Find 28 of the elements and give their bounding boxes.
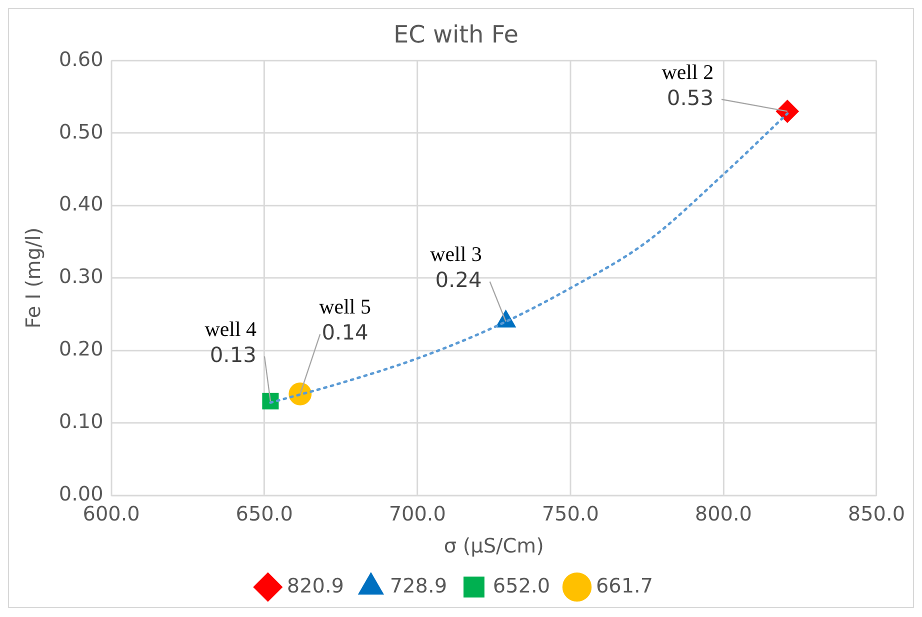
annotation: well 3 <box>430 242 482 266</box>
x-tick-label: 850.0 <box>848 502 906 526</box>
x-axis-title: σ (μS/Cm) <box>444 533 544 558</box>
annotation: well 5 <box>319 294 371 319</box>
chart-title: EC with Fe <box>394 20 519 49</box>
y-tick-label: 0.50 <box>58 119 104 144</box>
x-tick-label: 650.0 <box>236 502 293 526</box>
legend-label: 661.7 <box>596 573 654 598</box>
legend-label: 820.9 <box>286 573 344 598</box>
legend-label: 652.0 <box>492 573 550 598</box>
y-axis-title: Fe I (mg/l) <box>21 227 46 329</box>
y-tick-label: 0.60 <box>58 46 104 71</box>
y-tick-label: 0.40 <box>58 192 104 216</box>
legend-label: 728.9 <box>390 573 448 598</box>
x-tick-label: 800.0 <box>694 502 752 526</box>
y-tick-label: 0.30 <box>58 264 104 288</box>
point <box>776 100 799 123</box>
x-tick-label: 700.0 <box>388 502 446 526</box>
point <box>262 392 279 410</box>
data-label: 0.13 <box>210 342 256 367</box>
data-label: 0.53 <box>666 86 714 110</box>
data-label: 0.14 <box>322 320 368 345</box>
y-tick-label: 0.20 <box>58 336 104 361</box>
annotation: well 4 <box>204 316 258 341</box>
y-tick-label: 0.10 <box>58 409 104 434</box>
data-label: 0.24 <box>435 268 482 292</box>
x-tick-label: 750.0 <box>542 502 599 526</box>
annotation: well 2 <box>662 60 714 84</box>
